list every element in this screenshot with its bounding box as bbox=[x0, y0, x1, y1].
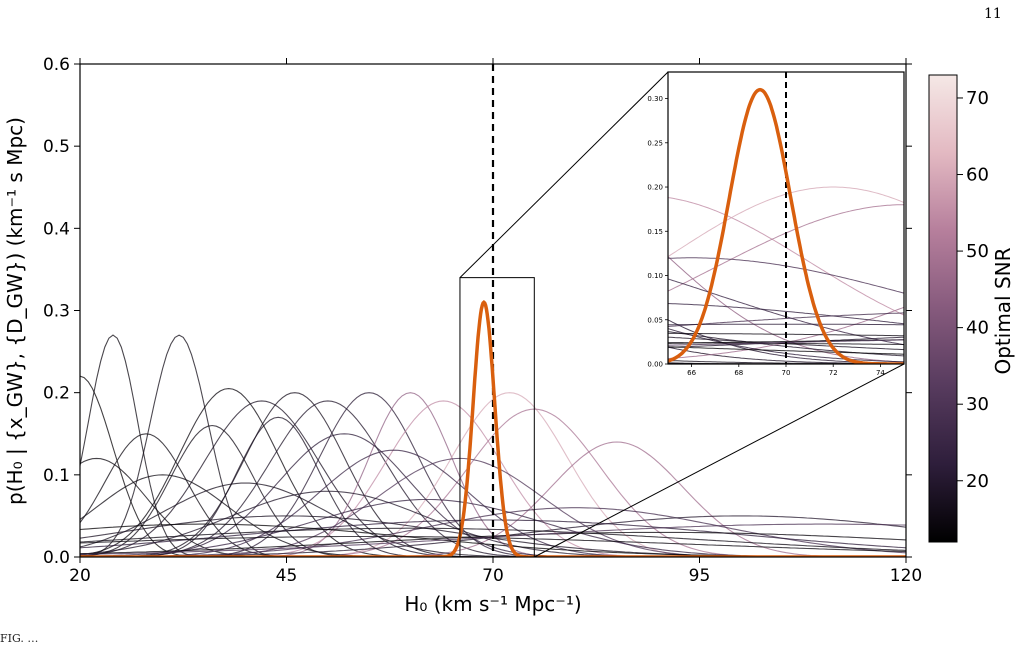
colorbar-ticks: 20 30 40 50 60 70 bbox=[957, 88, 989, 492]
y-tick-label: 0.4 bbox=[43, 219, 70, 239]
event-curve bbox=[80, 490, 906, 557]
inset-y-tick-label: 0.15 bbox=[647, 228, 663, 236]
x-tick-label: 70 bbox=[482, 566, 504, 586]
event-curve bbox=[80, 416, 906, 557]
inset-x-tick-label: 74 bbox=[876, 369, 885, 377]
x-tick-label: 120 bbox=[890, 566, 922, 586]
inset-y-tick-label: 0.20 bbox=[647, 184, 663, 192]
inset-event-curve bbox=[668, 312, 904, 327]
event-curve bbox=[80, 457, 906, 557]
posterior-chart: 20 45 70 95 120 0.0 0.1 0.2 0.3 0.4 0.5 0.6 H₀ (km … bbox=[3, 55, 1015, 616]
zoom-connector bbox=[459, 71, 669, 278]
colorbar-tick-label: 60 bbox=[966, 165, 989, 186]
inset-x-tick-label: 68 bbox=[734, 369, 743, 377]
colorbar-tick-label: 30 bbox=[966, 394, 989, 415]
zoom-rectangle bbox=[459, 277, 535, 558]
y-tick-label: 0.3 bbox=[43, 302, 70, 322]
event-curve bbox=[80, 424, 906, 557]
inset-y-tick-label: 0.30 bbox=[647, 95, 663, 103]
x-tick-label: 45 bbox=[276, 566, 298, 586]
event-curve bbox=[80, 388, 906, 557]
colorbar-gradient bbox=[928, 74, 958, 543]
figure-caption-fragment: FIG. … bbox=[0, 632, 39, 645]
event-curve bbox=[80, 334, 906, 557]
event-curve bbox=[80, 433, 906, 557]
y-tick-label: 0.0 bbox=[43, 548, 70, 568]
inset-x-tick-label: 72 bbox=[829, 369, 838, 377]
inset-zoom-region bbox=[459, 71, 905, 558]
colorbar-label: Optimal SNR bbox=[991, 247, 1015, 374]
y-tick-label: 0.1 bbox=[43, 466, 70, 486]
inset-zoom-panel: 66 68 70 72 74 0.00 0.05 0.10 0.15 0.20 0.25 0.30 bbox=[647, 71, 905, 377]
colorbar-tick-label: 50 bbox=[966, 241, 989, 262]
y-tick-label: 0.2 bbox=[43, 384, 70, 404]
zoom-connector bbox=[534, 363, 905, 558]
x-tick-label: 20 bbox=[69, 566, 91, 586]
colorbar-tick-label: 40 bbox=[966, 318, 989, 339]
colorbar-tick-label: 70 bbox=[966, 88, 989, 109]
event-curve bbox=[80, 527, 906, 551]
inset-y-tick-label: 0.10 bbox=[647, 272, 663, 280]
combined-posterior-curve bbox=[80, 299, 906, 557]
inset-axis-ticks: 66 68 70 72 74 0.00 0.05 0.10 0.15 0.20 0.25 0.30 bbox=[647, 95, 885, 377]
page-number: 11 bbox=[984, 6, 1002, 22]
inset-x-tick-label: 70 bbox=[782, 369, 791, 377]
inset-x-tick-label: 66 bbox=[687, 369, 696, 377]
colorbar-tick-label: 20 bbox=[966, 471, 989, 492]
snr-colorbar: 20 30 40 50 60 70 Optimal SNR bbox=[928, 74, 1015, 543]
inset-y-tick-label: 0.00 bbox=[647, 361, 663, 369]
inset-y-tick-label: 0.05 bbox=[647, 316, 663, 324]
inset-event-curve bbox=[668, 346, 904, 355]
inset-y-tick-label: 0.25 bbox=[647, 139, 663, 147]
event-curve bbox=[80, 474, 906, 557]
y-tick-label: 0.6 bbox=[43, 55, 70, 75]
inset-combined-posterior bbox=[668, 87, 904, 364]
event-curve bbox=[80, 400, 906, 557]
y-tick-label: 0.5 bbox=[43, 137, 70, 157]
main-axis-ticks: 20 45 70 95 120 0.0 0.1 0.2 0.3 0.4 0.5 0.6 bbox=[43, 55, 922, 586]
x-tick-label: 95 bbox=[689, 566, 711, 586]
x-axis-label: H₀ (km s⁻¹ Mpc⁻¹) bbox=[404, 592, 581, 616]
y-axis-label: p(H₀ | {x_GW}, {D_GW}) (km⁻¹ s Mpc) bbox=[3, 117, 27, 505]
